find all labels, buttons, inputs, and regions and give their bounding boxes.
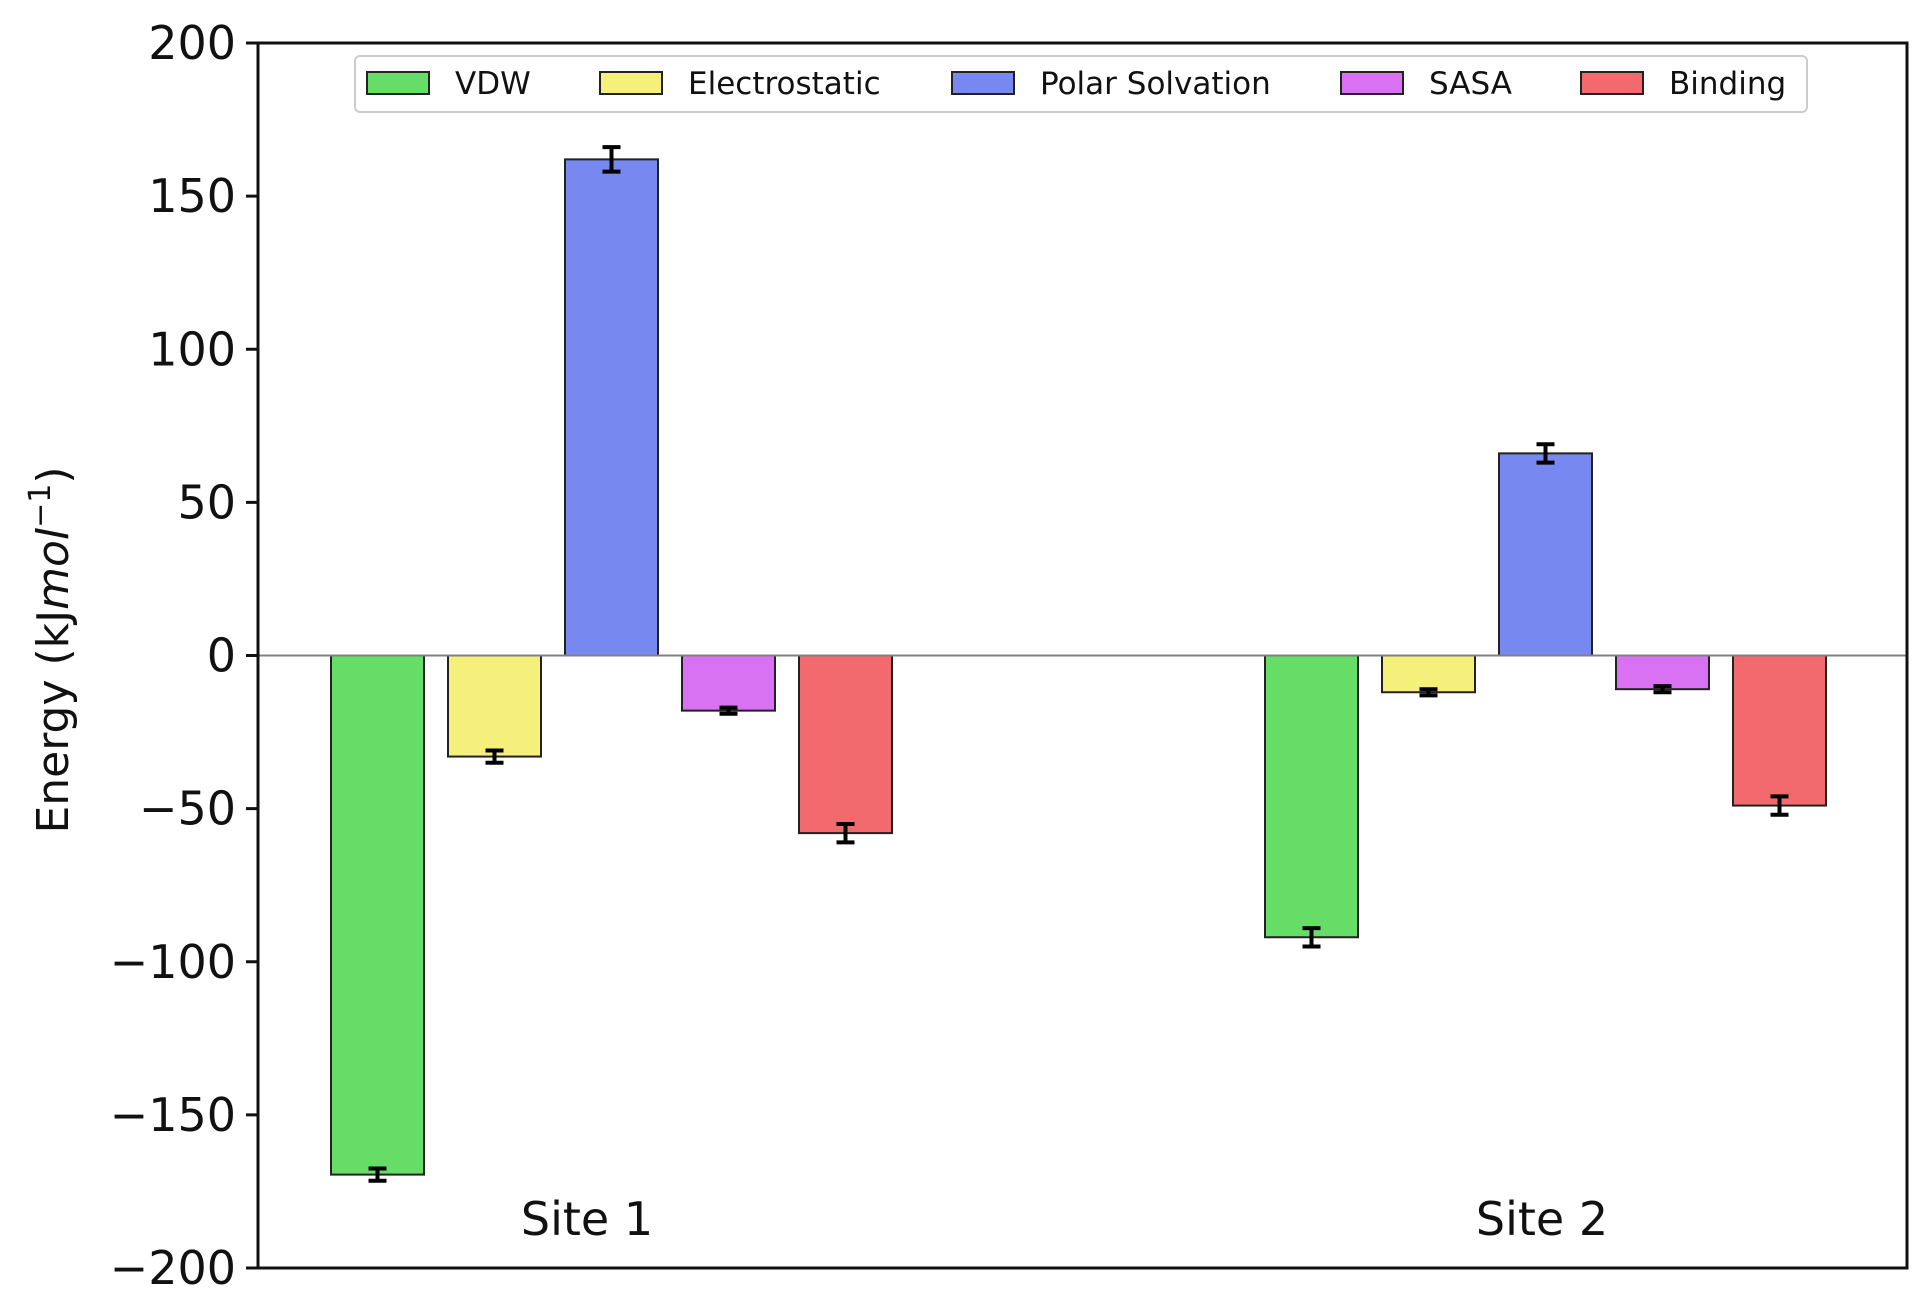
y-axis-title-text: Energy (kJ	[28, 610, 79, 834]
legend-swatch-sasa	[1340, 71, 1404, 95]
legend-label-sasa: SASA	[1429, 66, 1512, 102]
y-tick-label: −50	[139, 782, 236, 836]
legend-box	[354, 55, 1808, 113]
y-tick-label: 0	[207, 629, 236, 683]
legend-label-binding: Binding	[1669, 66, 1786, 102]
legend-swatch-binding	[1580, 71, 1644, 95]
bars-group	[330, 145, 1827, 1183]
bar-binding-2	[1732, 654, 1827, 807]
legend: VDW Electrostatic Polar Solvation SASA Bindi…	[354, 55, 1808, 113]
bar-vdw-2	[1264, 654, 1359, 939]
category-label-1: Site 1	[521, 1192, 653, 1246]
legend-swatch-polar-solvation	[951, 71, 1015, 95]
bar-binding-1	[798, 654, 893, 835]
legend-label-vdw: VDW	[455, 66, 531, 102]
legend-swatch-vdw	[366, 71, 430, 95]
y-axis-title-close: )	[28, 466, 79, 483]
y-axis-ticks: 200 150 100 50 0 −50 −100 −150 −200	[110, 16, 258, 1291]
legend-label-polar-solvation: Polar Solvation	[1040, 66, 1271, 102]
bar-electrostatic-1	[447, 654, 542, 758]
bar-vdw-1	[330, 654, 425, 1176]
plot-frame	[256, 41, 1909, 1270]
y-tick-label: 150	[148, 169, 236, 223]
bar-polar-solvation-2	[1498, 452, 1593, 657]
y-tick-label: −200	[110, 1241, 236, 1291]
category-label-2: Site 2	[1476, 1192, 1608, 1246]
category-labels: Site 1 Site 2	[521, 1192, 1608, 1246]
y-axis-title-exponent: −1	[23, 484, 58, 528]
y-tick-label: 100	[148, 322, 236, 376]
legend-swatch-electrostatic	[599, 71, 663, 95]
bar-sasa-2	[1615, 654, 1710, 691]
legend-label-electrostatic: Electrostatic	[688, 66, 881, 102]
svg-text:Energy (kJmol−1): Energy (kJmol−1)	[23, 466, 79, 833]
y-axis-title: Energy (kJmol−1)	[23, 466, 79, 833]
y-axis-title-unit: mol	[28, 527, 79, 610]
bar-sasa-1	[681, 654, 776, 712]
y-tick-label: −100	[110, 935, 236, 989]
y-tick-label: −150	[110, 1088, 236, 1142]
y-tick-label: 50	[177, 475, 236, 529]
bar-electrostatic-2	[1381, 654, 1476, 694]
bar-polar-solvation-1	[564, 158, 659, 657]
y-tick-label: 200	[148, 16, 236, 70]
